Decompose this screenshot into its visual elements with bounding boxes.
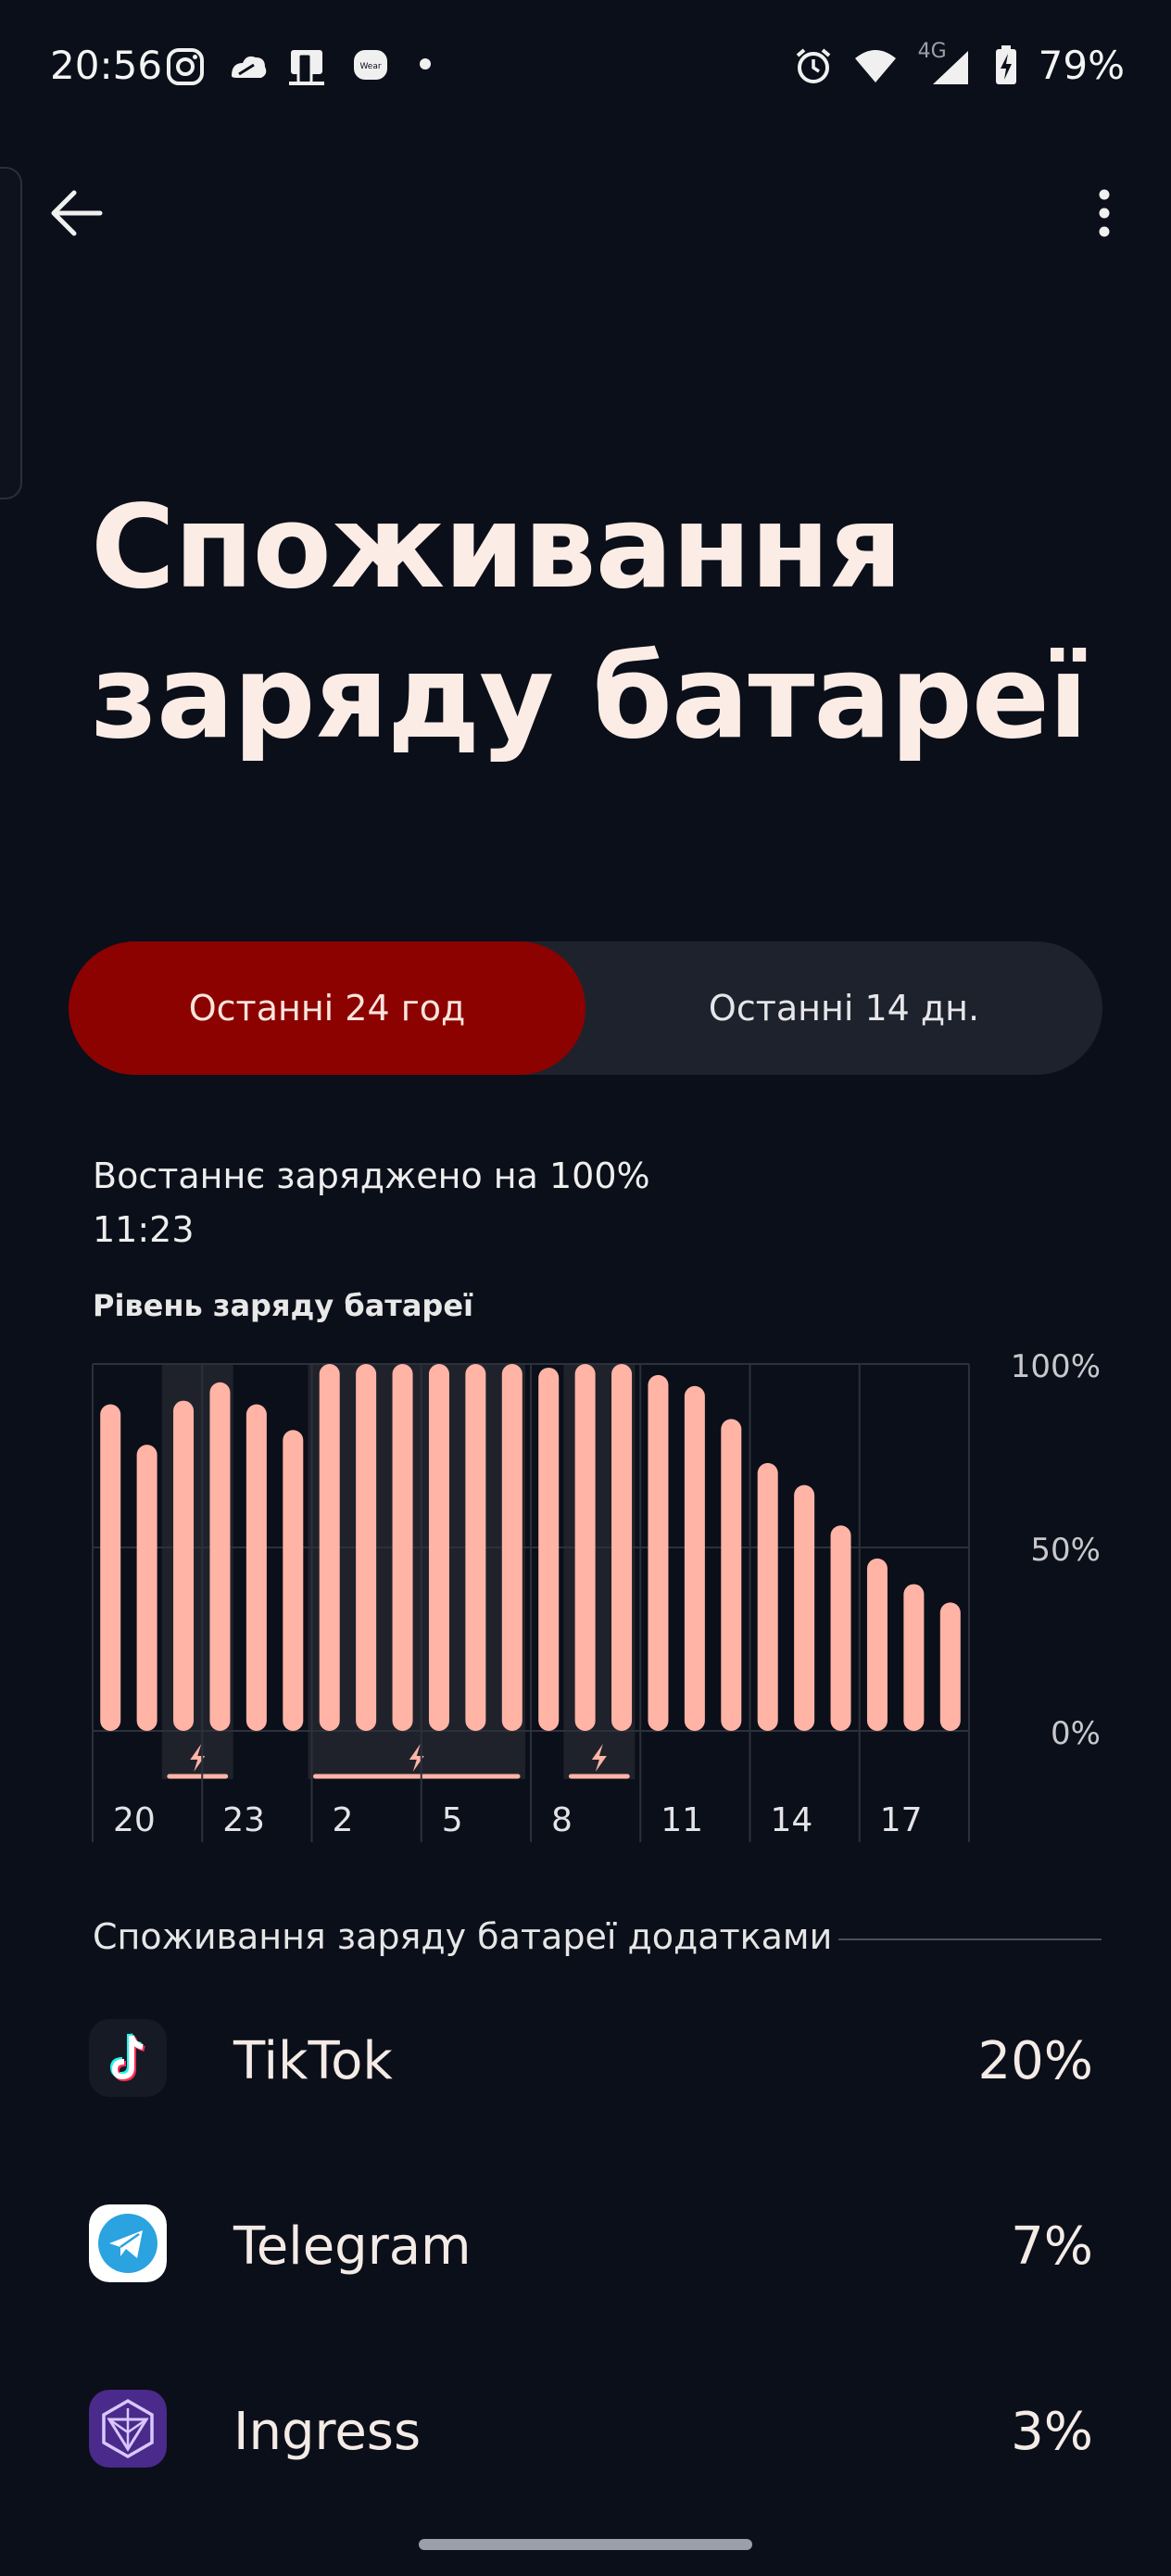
battery-percent: 79% (1038, 43, 1125, 88)
x-tick-label: 20 (113, 1801, 156, 1839)
app-row-ingress[interactable]: Ingress 3% (83, 2378, 1093, 2480)
cell-signal: 4G (918, 40, 974, 86)
y-tick-label: 50% (1030, 1532, 1101, 1569)
section-header-app-usage: Споживання заряду батареї додатками (93, 1916, 833, 1957)
app-name: TikTok (233, 2031, 393, 2091)
chart-bar (173, 1400, 195, 1731)
chart-bar (392, 1364, 413, 1731)
last-charged-info: Востаннє заряджено на 100% 11:23 (93, 1149, 650, 1256)
y-tick-label: 0% (1051, 1715, 1101, 1752)
chart-bar (465, 1364, 486, 1731)
app-percent: 7% (1011, 2216, 1093, 2277)
charging-bolt-icon (591, 1744, 607, 1772)
wear-icon: Wear (354, 50, 387, 80)
alarm-icon (796, 47, 830, 83)
range-tabs: Останні 24 год Останні 14 дн. (69, 941, 1102, 1075)
svg-text:Wear: Wear (359, 62, 381, 71)
instagram-icon (167, 48, 204, 85)
x-tick-label: 5 (442, 1801, 463, 1839)
chart-bar (757, 1462, 778, 1731)
chart-bar (794, 1484, 815, 1731)
chart-bar (611, 1364, 633, 1731)
chart-bar (319, 1364, 340, 1731)
signal-icon (932, 50, 968, 84)
section-divider (838, 1938, 1102, 1940)
chart-bar (246, 1404, 267, 1731)
y-tick-label: 100% (1011, 1348, 1101, 1385)
app-name: Telegram (233, 2216, 472, 2277)
battery-level-chart: 100% 50% 0% 20 23 2 5 8 11 14 17 (92, 1348, 1101, 1842)
last-charged-level: Востаннє заряджено на 100% (93, 1155, 650, 1196)
dot-icon (420, 58, 431, 69)
tab-last-24-hours[interactable]: Останні 24 год (69, 941, 586, 1075)
app-name: Ingress (233, 2402, 422, 2462)
chart-bar (648, 1374, 669, 1731)
chart-bar (136, 1445, 157, 1731)
chart-bar (501, 1364, 523, 1731)
ingress-icon (89, 2390, 167, 2468)
chart-bar (356, 1364, 377, 1731)
network-type: 4G (917, 39, 947, 63)
x-tick-label: 17 (880, 1801, 923, 1839)
chart-bar (721, 1419, 742, 1731)
chart-bar (538, 1367, 560, 1731)
chart-bar (428, 1364, 449, 1731)
status-right: 4G 79% (794, 40, 1125, 88)
charging-bolt-icon (190, 1744, 206, 1772)
chart-bar (100, 1404, 121, 1731)
telegram-icon (89, 2204, 167, 2282)
app-percent: 20% (977, 2031, 1093, 2091)
x-tick-label: 2 (333, 1801, 354, 1839)
chart-label: Рівень заряду батареї (93, 1288, 473, 1323)
app-row-telegram[interactable]: Telegram 7% (83, 2192, 1093, 2294)
battery-charging-icon (995, 44, 1016, 84)
cloud-icon (232, 56, 267, 78)
chart-bar (283, 1430, 304, 1731)
chart-bar (939, 1602, 961, 1731)
x-tick-label: 14 (771, 1801, 813, 1839)
charging-bolt-icon (409, 1744, 424, 1772)
x-tick-label: 11 (661, 1801, 703, 1839)
chart-bar (830, 1525, 851, 1731)
chart-bar (866, 1558, 888, 1731)
charging-period-shade (308, 1364, 525, 1779)
navigation-handle[interactable] (419, 2539, 752, 2550)
more-options-icon[interactable] (1086, 183, 1123, 243)
wifi-icon (854, 49, 896, 82)
back-arrow-icon[interactable] (46, 183, 111, 243)
chart-bar (209, 1382, 231, 1731)
chart-bar (903, 1584, 925, 1731)
x-tick-label: 23 (222, 1801, 265, 1839)
status-bar: 20:56 Wear 4G (0, 0, 1171, 139)
tiktok-icon (89, 2019, 167, 2097)
device-icon (289, 50, 324, 85)
page-title: Споживання заряду батареї (91, 481, 1088, 764)
status-time: 20:56 (50, 43, 163, 88)
tab-last-14-days[interactable]: Останні 14 дн. (708, 988, 980, 1029)
app-percent: 3% (1011, 2402, 1093, 2462)
chart-bar (684, 1385, 705, 1731)
app-row-tiktok[interactable]: TikTok 20% (83, 2007, 1093, 2109)
chart-bar (574, 1364, 596, 1731)
last-charged-time: 11:23 (93, 1209, 195, 1250)
x-tick-label: 8 (551, 1801, 573, 1839)
